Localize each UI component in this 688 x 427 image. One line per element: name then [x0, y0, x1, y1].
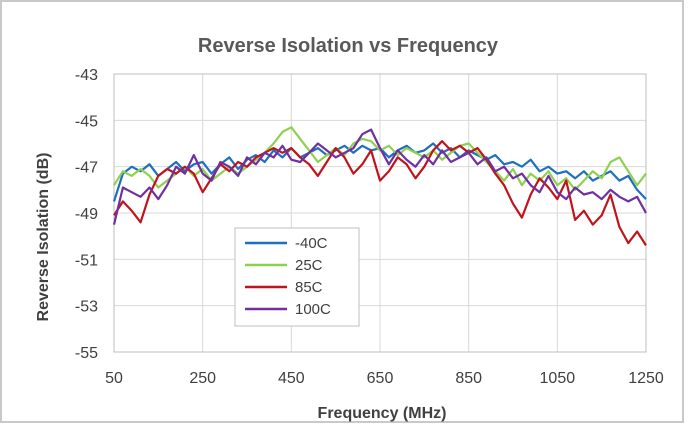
x-tick-label: 850 [455, 370, 482, 387]
legend-label: 100C [295, 301, 331, 318]
x-tick-label: 650 [367, 370, 394, 387]
y-tick-label: -53 [75, 299, 98, 316]
x-tick-label: 1050 [540, 370, 576, 387]
series-layer [112, 126, 647, 246]
series-line-100c [112, 128, 647, 225]
x-tick-label: 1250 [628, 370, 664, 387]
y-tick-label: -43 [75, 67, 98, 84]
x-axis-title: Frequency (MHz) [318, 405, 447, 422]
x-tick-label: 450 [278, 370, 305, 387]
legend-label: 85C [295, 279, 323, 296]
gridlines [113, 73, 647, 353]
legend: -40C 25C 85C 100C [234, 227, 360, 327]
y-tick-label: -51 [75, 252, 98, 269]
tick-labels: 50 250 450 650 850 1050 1250 -43 -45 -47 -49 -51 -53… [75, 67, 664, 387]
series-line-85c [113, 140, 647, 246]
y-tick-label: -47 [75, 160, 98, 177]
chart-title: Reverse Isolation vs Frequency [198, 35, 499, 57]
x-tick-label: 50 [105, 370, 123, 387]
legend-label: -40C [295, 235, 328, 252]
y-tick-label: -45 [75, 113, 98, 130]
x-tick-label: 250 [189, 370, 216, 387]
y-axis-title: Reverse Isolation (dB) [35, 153, 52, 322]
y-tick-label: -49 [75, 206, 98, 223]
y-tick-label: -55 [75, 345, 98, 362]
series-line-25c [113, 126, 647, 191]
legend-label: 25C [295, 257, 323, 274]
